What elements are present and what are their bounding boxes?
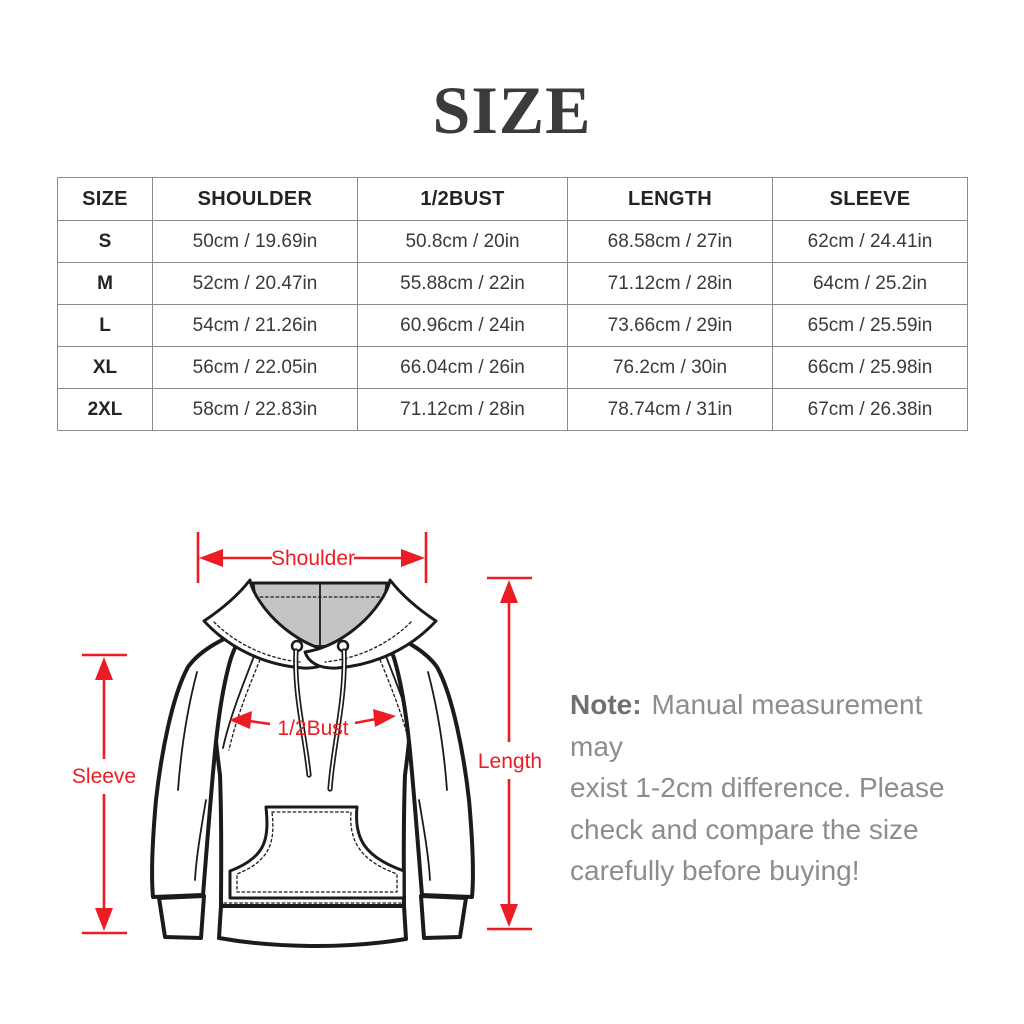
header-length: LENGTH — [567, 177, 773, 221]
table-row: M 52cm / 20.47in 55.88cm / 22in 71.12cm … — [57, 262, 968, 305]
cell-bust: 66.04cm / 26in — [357, 346, 568, 389]
cell-sleeve: 62cm / 24.41in — [772, 220, 968, 263]
cell-shoulder: 54cm / 21.26in — [152, 304, 358, 347]
hoodie-left-cuff — [157, 894, 206, 940]
cell-bust: 50.8cm / 20in — [357, 220, 568, 263]
cell-bust: 71.12cm / 28in — [357, 388, 568, 431]
cell-size: S — [57, 220, 153, 263]
note-line: check and compare the size — [570, 813, 919, 845]
shoulder-arrow: Shoulder — [196, 532, 428, 583]
note-line: Note: Manual measurement may — [570, 689, 923, 762]
shoulder-label: Shoulder — [271, 547, 355, 570]
cell-size: L — [57, 304, 153, 347]
length-label: Length — [478, 750, 542, 773]
cell-bust: 55.88cm / 22in — [357, 262, 568, 305]
length-arrow: Length — [478, 576, 542, 931]
table-row: XL 56cm / 22.05in 66.04cm / 26in 76.2cm … — [57, 346, 968, 389]
cell-sleeve: 65cm / 25.59in — [772, 304, 968, 347]
table-header-row: SIZE SHOULDER 1/2BUST LENGTH SLEEVE — [57, 177, 968, 221]
table-row: S 50cm / 19.69in 50.8cm / 20in 68.58cm /… — [57, 220, 968, 263]
cell-sleeve: 66cm / 25.98in — [772, 346, 968, 389]
page-title: SIZE — [432, 72, 592, 148]
hoodie-right-cuff — [419, 894, 468, 940]
header-shoulder: SHOULDER — [152, 177, 358, 221]
header-sleeve: SLEEVE — [772, 177, 968, 221]
bust-arrow: 1/2Bust — [229, 709, 396, 740]
cell-size: M — [57, 262, 153, 305]
note-prefix: Note: — [570, 689, 642, 720]
cell-size: XL — [57, 346, 153, 389]
hoodie-hem-band — [217, 904, 408, 948]
cell-length: 68.58cm / 27in — [567, 220, 773, 263]
bust-label: 1/2Bust — [277, 717, 348, 740]
cell-length: 71.12cm / 28in — [567, 262, 773, 305]
hoodie-pocket — [228, 805, 406, 900]
cell-size: 2XL — [57, 388, 153, 431]
cell-shoulder: 50cm / 19.69in — [152, 220, 358, 263]
cell-shoulder: 58cm / 22.83in — [152, 388, 358, 431]
note-line: carefully before buying! — [570, 855, 860, 886]
note-text: Note: Manual measurement may exist 1-2cm … — [570, 684, 980, 892]
hoodie-drawing — [150, 578, 475, 948]
cell-sleeve: 64cm / 25.2in — [772, 262, 968, 305]
cell-shoulder: 56cm / 22.05in — [152, 346, 358, 389]
note-line: exist 1-2cm difference. Please — [570, 772, 945, 803]
cell-shoulder: 52cm / 20.47in — [152, 262, 358, 305]
sleeve-label: Sleeve — [72, 765, 136, 788]
cell-length: 76.2cm / 30in — [567, 346, 773, 389]
cell-length: 73.66cm / 29in — [567, 304, 773, 347]
table-row: L 54cm / 21.26in 60.96cm / 24in 73.66cm … — [57, 304, 968, 347]
cell-bust: 60.96cm / 24in — [357, 304, 568, 347]
cell-length: 78.74cm / 31in — [567, 388, 773, 431]
header-size: SIZE — [57, 177, 153, 221]
hoodie-diagram: Shoulder 1/2Bust Length Sleeve — [72, 532, 542, 948]
cell-sleeve: 67cm / 26.38in — [772, 388, 968, 431]
table-row: 2XL 58cm / 22.83in 71.12cm / 28in 78.74c… — [57, 388, 968, 431]
sleeve-arrow: Sleeve — [72, 653, 136, 935]
size-table: SIZE SHOULDER 1/2BUST LENGTH SLEEVE S 50… — [57, 177, 968, 431]
header-bust: 1/2BUST — [357, 177, 568, 221]
